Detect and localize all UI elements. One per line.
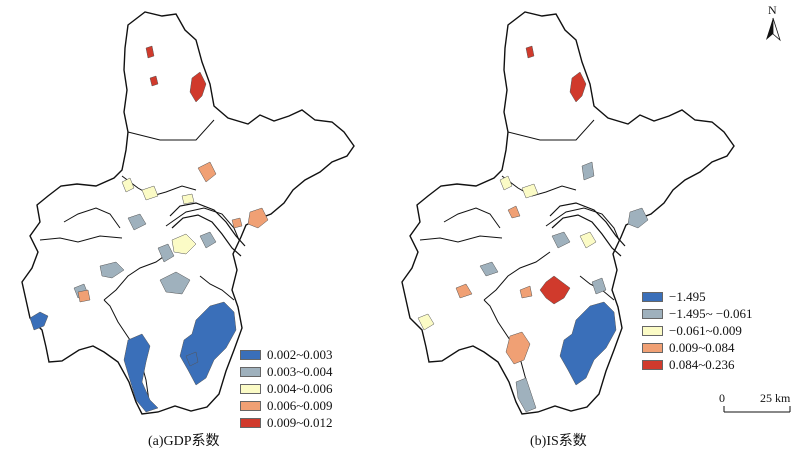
legend-label: −0.061~0.009 [669, 322, 742, 338]
legend-label: 0.003~0.004 [267, 363, 333, 379]
panel-b-caption: (b)IS系数 [530, 434, 587, 449]
region-orange-3 [519, 285, 533, 299]
legend-swatch [240, 349, 261, 360]
legend-swatch [240, 366, 261, 377]
region-yellow-3 [121, 177, 135, 193]
legend-swatch [642, 359, 663, 370]
region-yellow-1 [417, 313, 435, 331]
region-red-2 [149, 75, 159, 87]
legend-swatch [642, 342, 663, 353]
region-red-core [539, 275, 571, 305]
legend-swatch [642, 308, 663, 319]
region-grey-3 [127, 213, 147, 231]
legend-label: 0.084~0.236 [669, 356, 735, 372]
north-label: N [768, 3, 777, 17]
legend-swatch [240, 417, 261, 428]
region-orange-4 [507, 205, 521, 219]
region-yellow-4 [181, 193, 195, 205]
region-orange-4 [231, 217, 243, 229]
legend-item: 0.009~0.084 [642, 339, 752, 356]
legend-item: −1.495 [642, 288, 752, 305]
map-panel-a [21, 11, 355, 415]
region-grey-3 [551, 231, 571, 249]
legend-swatch [642, 291, 663, 302]
region-grey-2 [159, 271, 191, 295]
region-grey-4 [157, 243, 175, 263]
legend-label: 0.009~0.084 [669, 339, 735, 355]
legend-label: 0.004~0.006 [267, 380, 333, 396]
legend-item: 0.084~0.236 [642, 356, 752, 373]
legend-item: 0.002~0.003 [240, 346, 333, 363]
region-yellow-1 [171, 233, 197, 255]
region-grey-south [515, 377, 537, 413]
legend-item: 0.006~0.009 [240, 397, 333, 414]
legend-swatch [642, 325, 663, 336]
scale-start-label: 0 [719, 391, 725, 405]
legend-label: 0.002~0.003 [267, 346, 333, 362]
panel-a-caption: (a)GDP系数 [148, 434, 220, 449]
map-panel-b [401, 11, 735, 415]
region-yellow-3 [499, 175, 513, 191]
legend-item: 0.003~0.004 [240, 363, 333, 380]
region-blue-small [185, 351, 199, 367]
legend-label: −1.495~ −0.061 [669, 305, 753, 321]
north-arrow-icon [766, 17, 781, 42]
region-grey-6 [199, 231, 217, 249]
region-yellow-2 [141, 185, 159, 201]
scale-bar [723, 406, 791, 413]
region-blue-southeast [559, 301, 617, 386]
legend-label: 0.006~0.009 [267, 397, 333, 413]
region-red-1 [189, 71, 207, 103]
region-yellow-2 [521, 183, 539, 199]
legend-item: −1.495~ −0.061 [642, 305, 752, 322]
legend-label: −1.495 [669, 288, 706, 304]
region-orange-3 [77, 289, 91, 303]
region-red-3 [145, 45, 155, 59]
region-red-north [569, 71, 587, 103]
region-orange-1 [505, 331, 531, 365]
region-blue-west [29, 311, 49, 331]
legend-a: 0.002~0.003 0.003~0.004 0.004~0.006 0.00… [240, 346, 333, 431]
region-blue-south [123, 333, 159, 413]
region-red-3 [525, 45, 535, 59]
legend-label: 0.009~0.012 [267, 414, 333, 430]
region-grey-5 [591, 277, 607, 295]
scale-end-label: 25 km [760, 391, 791, 405]
region-orange-2 [197, 161, 217, 183]
region-orange-2 [455, 283, 473, 299]
legend-swatch [240, 400, 261, 411]
legend-b: −1.495 −1.495~ −0.061 −0.061~0.009 0.009… [642, 288, 752, 373]
legend-item: 0.004~0.006 [240, 380, 333, 397]
legend-item: −0.061~0.009 [642, 322, 752, 339]
legend-swatch [240, 383, 261, 394]
region-grey-1 [99, 261, 125, 279]
region-yellow-4 [579, 231, 597, 249]
legend-item: 0.009~0.012 [240, 414, 333, 431]
region-grey-east [627, 207, 649, 229]
region-grey-2 [581, 161, 595, 181]
region-orange-1 [247, 207, 269, 229]
region-grey-4 [479, 261, 499, 277]
